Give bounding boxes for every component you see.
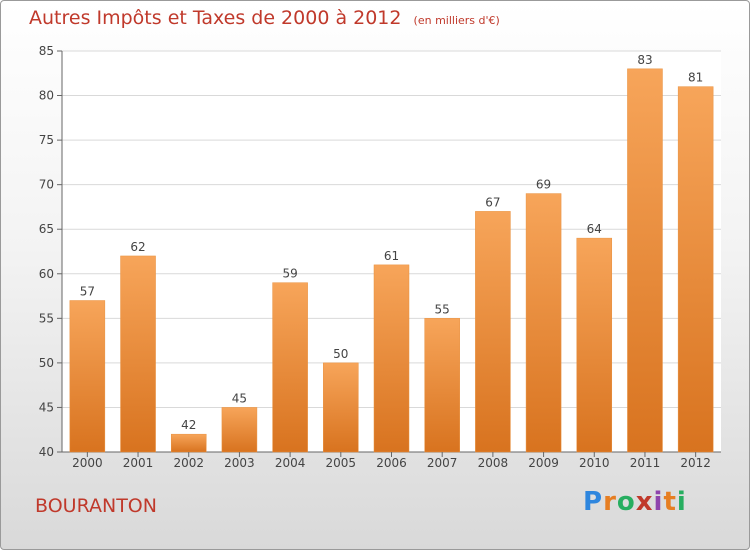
bar-2012 <box>677 86 714 453</box>
y-tick-label: 75 <box>39 133 54 147</box>
brand-logo-letter: i <box>653 487 664 517</box>
bar-2005 <box>323 362 359 453</box>
brand-logo-letter: t <box>663 487 677 517</box>
bar-value-label: 59 <box>282 267 297 281</box>
bar-value-label: 61 <box>384 249 399 263</box>
x-tick-label: 2012 <box>680 456 711 470</box>
x-tick-label: 2000 <box>72 456 103 470</box>
bar-2009 <box>525 193 562 453</box>
chart-title-text: Autres Impôts et Taxes de 2000 à 2012 <box>29 7 402 29</box>
bar-2011 <box>627 68 663 453</box>
y-tick-label: 85 <box>39 44 54 58</box>
bar-value-label: 62 <box>130 240 145 254</box>
bar-2002 <box>170 433 207 453</box>
bar-value-label: 83 <box>637 53 652 67</box>
bar-value-label: 81 <box>688 71 703 85</box>
brand-logo-letter: i <box>676 487 687 517</box>
chart-subtitle: (en milliers d'€) <box>413 14 500 27</box>
x-tick-label: 2010 <box>579 456 610 470</box>
bar-value-label: 57 <box>80 285 95 299</box>
y-tick-label: 65 <box>39 222 54 236</box>
bar-2003 <box>221 407 258 453</box>
x-tick-label: 2002 <box>173 456 204 470</box>
y-tick-label: 80 <box>39 89 54 103</box>
bar-value-label: 45 <box>232 391 247 405</box>
bar-value-label: 64 <box>587 222 602 236</box>
y-tick-label: 50 <box>39 356 54 370</box>
x-tick-label: 2008 <box>478 456 509 470</box>
bar-2006 <box>373 264 410 453</box>
x-tick-label: 2007 <box>427 456 458 470</box>
bar-2008 <box>475 211 511 453</box>
x-tick-label: 2004 <box>275 456 306 470</box>
brand-logo-letter: r <box>603 487 617 517</box>
bar-2010 <box>576 237 613 453</box>
bar-2004 <box>272 282 308 453</box>
bar-2000 <box>69 300 106 453</box>
y-tick-label: 60 <box>39 267 54 281</box>
bar-value-label: 67 <box>485 195 500 209</box>
bar-value-label: 50 <box>333 347 348 361</box>
x-tick-label: 2005 <box>326 456 357 470</box>
y-tick-label: 70 <box>39 178 54 192</box>
brand-logo-letter: o <box>616 487 636 517</box>
x-tick-label: 2009 <box>528 456 559 470</box>
brand-logo: Proxiti <box>583 487 687 517</box>
bar-value-label: 55 <box>435 302 450 316</box>
place-name: BOURANTON <box>35 495 157 517</box>
y-tick-label: 45 <box>39 400 54 414</box>
y-tick-label: 40 <box>39 445 54 459</box>
brand-logo-letter: x <box>635 487 654 517</box>
bar-value-label: 42 <box>181 418 196 432</box>
x-tick-label: 2003 <box>224 456 255 470</box>
x-tick-label: 2006 <box>376 456 407 470</box>
chart-title: Autres Impôts et Taxes de 2000 à 2012 (e… <box>29 7 500 29</box>
x-tick-label: 2001 <box>123 456 154 470</box>
y-tick-label: 55 <box>39 311 54 325</box>
bar-2001 <box>120 255 156 453</box>
x-tick-label: 2011 <box>630 456 661 470</box>
brand-logo-letter: P <box>583 487 604 517</box>
bar-2007 <box>424 318 460 453</box>
bar-value-label: 69 <box>536 178 551 192</box>
